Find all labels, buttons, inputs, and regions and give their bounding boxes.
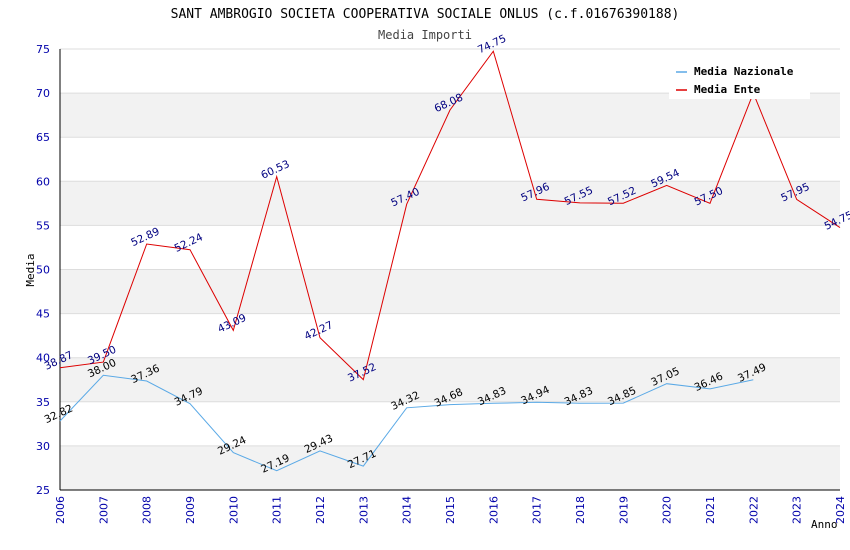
x-tick-label: 2006	[54, 496, 67, 524]
chart-subtitle: Media Importi	[378, 28, 472, 42]
band-65-70	[60, 93, 840, 138]
legend-label-media-ente: Media Ente	[694, 83, 761, 96]
band-25-30	[60, 445, 840, 490]
x-tick-label: 2017	[531, 496, 544, 524]
legend: Media Nazionale Media Ente	[669, 59, 810, 99]
band-60-65	[60, 137, 840, 182]
x-tick-label: 2012	[314, 496, 327, 524]
y-tick-label: 50	[36, 264, 50, 277]
x-tick-label: 2008	[141, 496, 154, 524]
y-tick-label: 60	[36, 175, 50, 188]
y-tick-label: 70	[36, 87, 50, 100]
chart-title: SANT AMBROGIO SOCIETA COOPERATIVA SOCIAL…	[171, 7, 680, 22]
y-tick-label: 40	[36, 352, 50, 365]
y-tick-label: 65	[36, 131, 50, 144]
x-tick-label: 2021	[704, 496, 717, 524]
x-tick-labels: 2006 2007 2008 2009 2010 2011 2012 2013 2014 2015…	[54, 496, 847, 524]
x-tick-label: 2016	[487, 496, 500, 524]
x-tick-label: 2011	[271, 496, 284, 524]
y-axis-label: Media	[24, 253, 37, 286]
y-tick-label: 55	[36, 219, 50, 232]
legend-label-media-nazionale: Media Nazionale	[694, 65, 794, 78]
y-tick-labels: 25 30 35 40 45 50 55 60 65 70 75	[36, 43, 50, 497]
series-line-media-nazionale	[59, 374, 754, 472]
legend-box	[669, 59, 810, 99]
x-axis-label: Anno	[811, 518, 838, 531]
x-tick-label: 2023	[791, 496, 804, 524]
y-tick-label: 30	[36, 440, 50, 453]
band-50-55	[60, 225, 840, 270]
x-tick-label: 2024	[834, 496, 847, 524]
band-40-45	[60, 313, 840, 358]
y-tick-label: 35	[36, 396, 50, 409]
band-35-40	[60, 357, 840, 402]
x-tick-label: 2018	[574, 496, 587, 524]
x-tick-label: 2019	[617, 496, 630, 524]
x-tick-label: 2020	[661, 496, 674, 524]
x-tick-label: 2010	[227, 496, 240, 524]
x-tick-label: 2015	[444, 496, 457, 524]
background-bands	[60, 49, 840, 490]
band-45-50	[60, 269, 840, 314]
y-tick-label: 75	[36, 43, 50, 56]
x-tick-label: 2009	[184, 496, 197, 524]
x-tick-label: 2022	[747, 496, 760, 524]
x-tick-label: 2007	[97, 496, 110, 524]
x-tick-label: 2014	[401, 496, 414, 524]
band-55-60	[60, 181, 840, 226]
band-30-35	[60, 401, 840, 446]
y-tick-label: 25	[36, 484, 50, 497]
series-line-media-ente	[59, 50, 841, 381]
series-lines	[59, 50, 841, 472]
y-tick-label: 45	[36, 308, 50, 321]
x-tick-label: 2013	[357, 496, 370, 524]
